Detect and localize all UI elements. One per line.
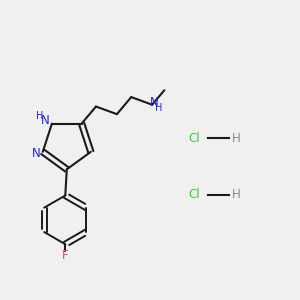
Text: N: N <box>41 113 50 127</box>
Text: F: F <box>62 249 69 262</box>
Text: H: H <box>232 188 241 201</box>
Text: Cl: Cl <box>189 188 200 201</box>
Text: H: H <box>155 103 162 113</box>
Text: H: H <box>232 132 241 145</box>
Text: N: N <box>150 96 159 109</box>
Text: N: N <box>32 147 40 160</box>
Text: Cl: Cl <box>189 132 200 145</box>
Text: H: H <box>36 111 43 121</box>
